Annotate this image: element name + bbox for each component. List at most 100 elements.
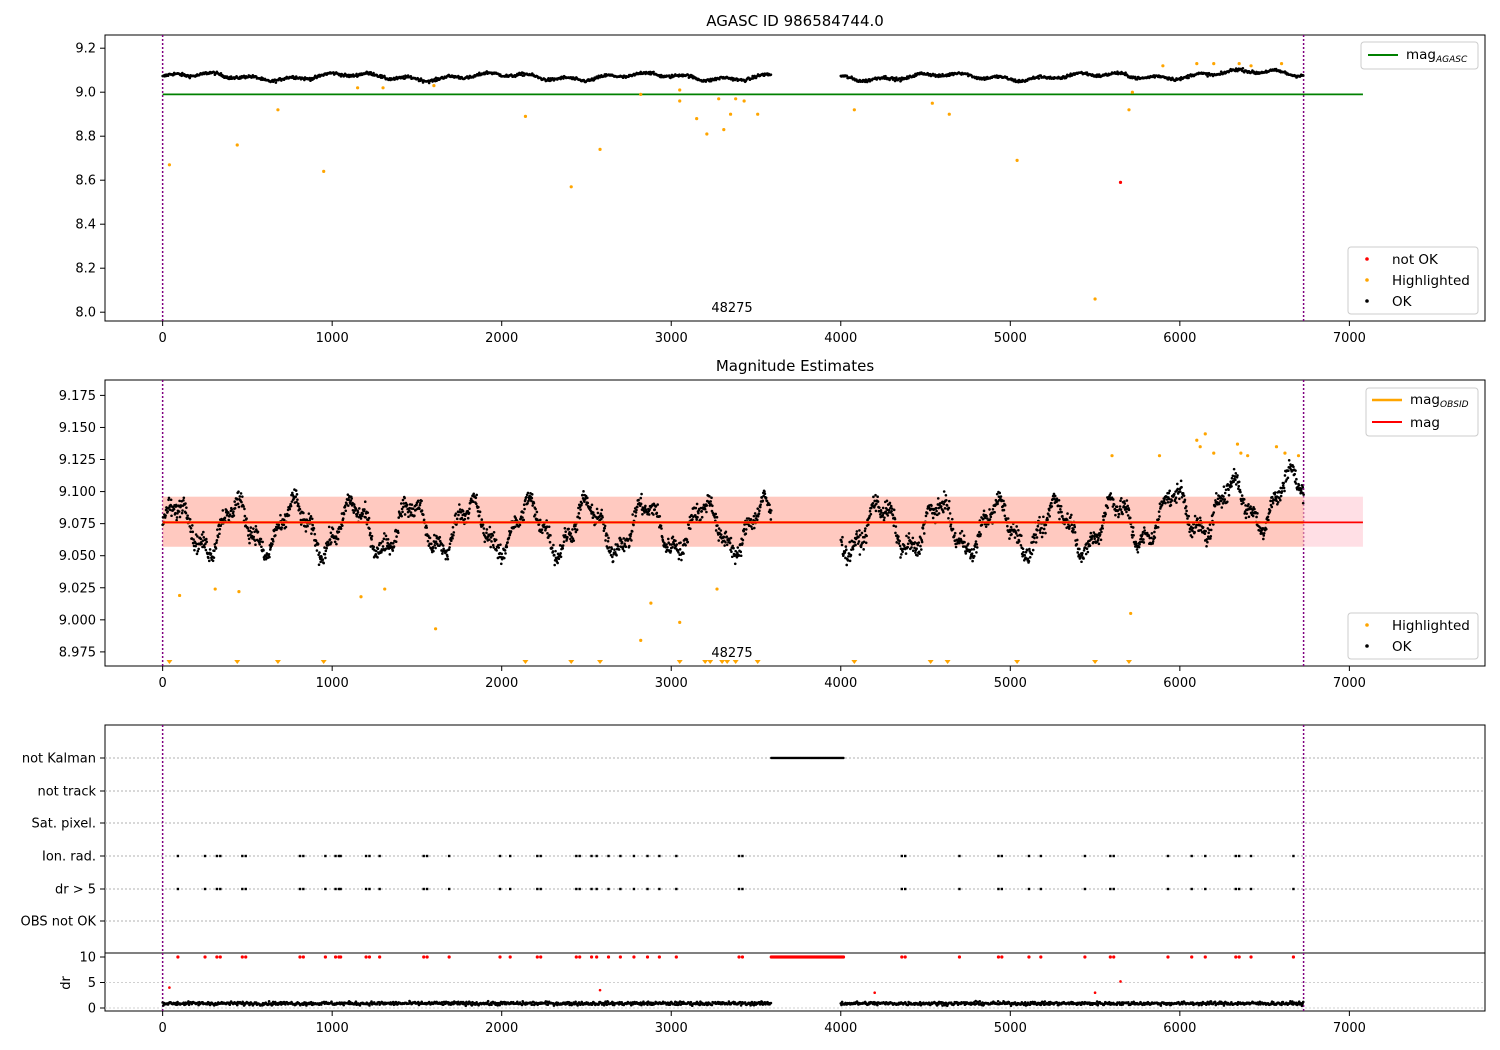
ok-point <box>553 563 556 567</box>
ok-point <box>551 550 555 553</box>
ok-point <box>848 540 851 544</box>
highlighted-point <box>1212 451 1216 455</box>
ok-point <box>1293 472 1296 476</box>
ok-point <box>1137 545 1141 549</box>
ok-point <box>1036 524 1040 528</box>
ok-point <box>621 547 625 551</box>
ok-point <box>1009 530 1012 533</box>
ok-point <box>214 547 218 550</box>
ok-point <box>466 516 470 520</box>
ok-point <box>881 506 885 510</box>
ok-point <box>1070 513 1073 517</box>
ok-point <box>1117 515 1120 519</box>
ok-point <box>280 526 284 529</box>
dr-gt-5-point <box>737 887 741 891</box>
ok-point <box>200 542 203 546</box>
mag-estimates-plot-area <box>104 379 1486 667</box>
ok-point <box>403 496 406 500</box>
ok-point <box>1208 523 1212 526</box>
highlighted-point <box>1110 454 1114 458</box>
ok-point <box>591 516 595 519</box>
ion-rad-point <box>737 854 741 858</box>
ok-point <box>172 507 176 511</box>
ok-point <box>1283 474 1287 477</box>
ok-point <box>858 553 862 556</box>
ok-point <box>185 506 188 510</box>
dr-gt-5-point <box>425 887 429 891</box>
ok-point <box>945 499 948 502</box>
ok-point <box>714 529 718 532</box>
ion-rad-point <box>324 854 327 858</box>
ok-point <box>1080 560 1083 564</box>
ok-point <box>481 523 485 526</box>
ok-point <box>399 512 403 516</box>
highlighted-point <box>678 99 682 103</box>
ion-rad-point <box>632 854 636 858</box>
ok-point <box>321 558 325 561</box>
below-range-marker <box>597 660 604 664</box>
ok-point <box>411 507 415 511</box>
ok-point <box>689 527 692 530</box>
ok-point <box>282 518 286 522</box>
ion-rad-point <box>619 854 622 858</box>
ok-point <box>953 531 957 535</box>
ion-rad-point <box>498 854 502 858</box>
ok-point <box>843 550 847 554</box>
ok-point <box>195 552 199 556</box>
ok-point <box>616 545 620 548</box>
ok-point <box>901 550 904 554</box>
ok-point <box>1138 540 1142 544</box>
ok-point <box>719 533 723 536</box>
ok-point <box>216 535 220 539</box>
ok-point <box>708 495 711 498</box>
ion-rad-point <box>675 854 678 858</box>
ok-point <box>897 542 901 545</box>
ok-point <box>421 513 425 517</box>
ok-point <box>341 517 345 520</box>
ok-point <box>1266 515 1270 519</box>
ok-point <box>323 552 327 556</box>
ok-point <box>569 532 573 535</box>
ok-point <box>349 499 353 502</box>
ok-point <box>392 545 396 548</box>
ok-point <box>552 543 555 547</box>
ok-point <box>567 527 570 531</box>
ok-point <box>322 561 325 565</box>
flags-data <box>161 725 1305 1011</box>
ok-point <box>660 527 663 530</box>
ok-point <box>1241 66 1245 70</box>
ok-point <box>595 507 599 511</box>
ok-point <box>174 511 177 515</box>
ok-point <box>967 542 970 546</box>
ok-point <box>1073 531 1077 534</box>
ok-point <box>385 547 389 550</box>
ok-point <box>665 543 668 546</box>
ok-point <box>509 530 513 533</box>
ok-point <box>1301 501 1305 505</box>
ok-point <box>733 562 737 566</box>
below-range-marker <box>724 660 731 664</box>
ok-point <box>1021 547 1025 551</box>
ok-point <box>632 523 635 527</box>
x-tick-label: 3000 <box>655 1021 688 1036</box>
ok-point <box>1127 508 1131 512</box>
ok-point <box>432 549 435 553</box>
x-tick-label: 0 <box>159 331 167 346</box>
ok-point <box>1244 504 1247 507</box>
ok-point <box>887 508 891 512</box>
ok-point <box>982 509 986 513</box>
ok-point <box>1047 513 1050 516</box>
ok-point <box>1118 505 1122 508</box>
legend-mag-obsid: magOBSID <box>1410 392 1469 410</box>
ok-point <box>911 549 915 553</box>
dr-gt-5-point <box>1204 887 1207 891</box>
ok-point <box>298 507 302 511</box>
ok-point <box>477 514 481 517</box>
dr-gt-5-point <box>447 887 451 891</box>
ok-point <box>1221 502 1225 505</box>
ok-point <box>209 552 213 555</box>
ok-point <box>491 543 495 547</box>
ok-point <box>178 499 181 503</box>
below-range-marker <box>1014 660 1021 664</box>
ok-point <box>845 74 849 78</box>
